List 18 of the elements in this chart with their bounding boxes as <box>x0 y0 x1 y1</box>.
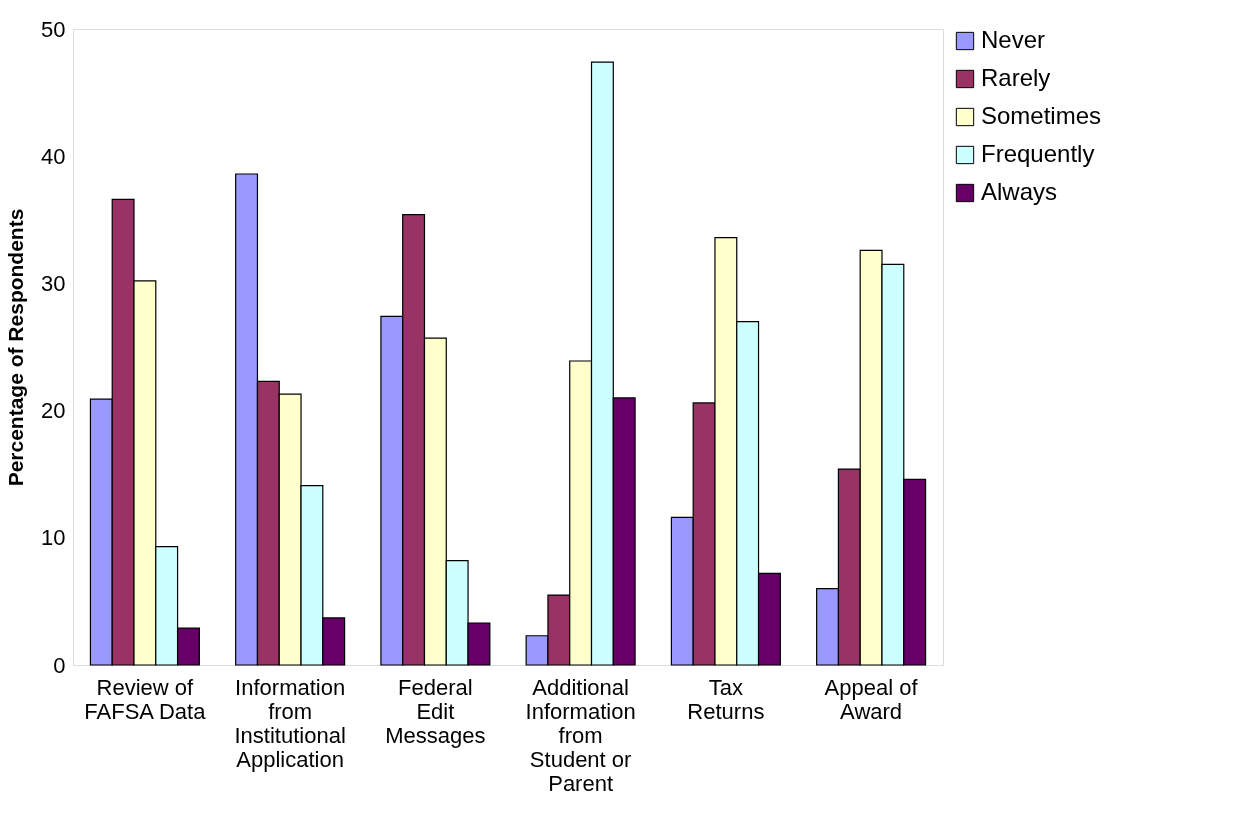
y-tick-label: 0 <box>53 652 66 678</box>
y-axis-title: Percentage of Respondents <box>4 208 28 487</box>
legend-label: Sometimes <box>981 102 1102 129</box>
legend-label: Always <box>981 178 1058 205</box>
x-tick-label: Tax Returns <box>687 674 765 724</box>
x-tick-label: Additional Information from Student or Parent <box>525 674 636 796</box>
y-tick-label: 40 <box>41 143 66 169</box>
y-tick-label: 10 <box>41 525 66 551</box>
x-tick-label: Appeal of Award <box>824 674 919 724</box>
x-tick-label: Review of FAFSA Data <box>84 674 207 724</box>
legend-label: Rarely <box>981 64 1051 91</box>
x-tick-label: Information from Institutional Application <box>234 674 346 772</box>
legend-label: Frequently <box>981 140 1095 167</box>
y-tick-label: 30 <box>41 270 66 296</box>
y-tick-label: 20 <box>41 398 66 424</box>
y-tick-label: 50 <box>41 16 66 42</box>
legend-label: Never <box>981 26 1046 53</box>
x-tick-label: Federal Edit Messages <box>385 674 486 748</box>
